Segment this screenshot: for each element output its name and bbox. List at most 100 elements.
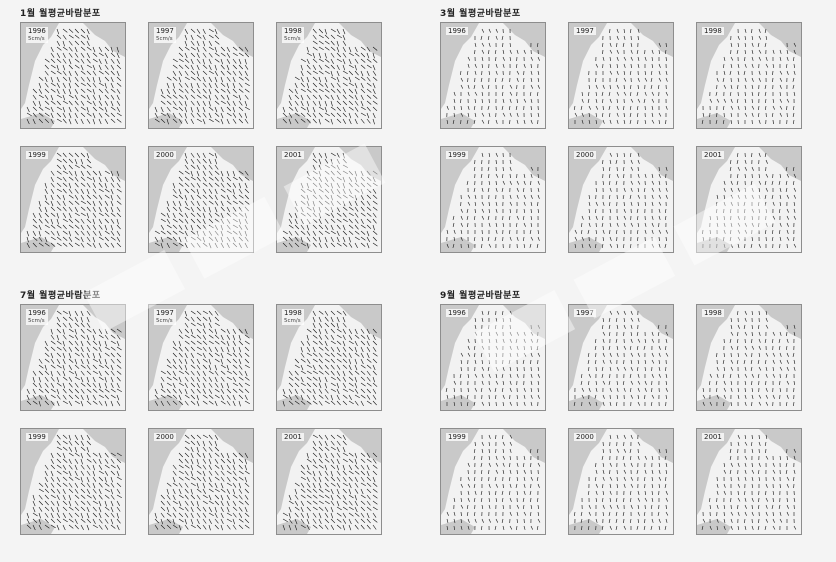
land-southwest [569,113,603,128]
land-west [697,23,735,109]
wind-vectors [282,28,378,125]
wind-vectors [445,310,541,407]
land-northeast [503,429,545,463]
year-label: 1997 [574,27,596,35]
land-southwest [441,395,475,410]
land-southwest [569,395,603,410]
year-label: 2001 [282,151,304,159]
vector-map-panel: 1998 5cm/s [276,22,382,129]
land-southwest [697,237,731,252]
vector-map-panel: 1997 [568,22,674,129]
land-northeast [83,147,125,181]
wind-vectors [446,152,540,249]
land-west [21,147,59,233]
vector-map-panel: 1996 [440,304,546,411]
vector-map-panel: 2001 [276,428,382,535]
land-northeast [759,23,801,57]
group-title: 9월 월평균바람분포 [440,291,521,301]
wind-vectors [701,28,797,125]
land-northeast [339,429,381,463]
wind-vector-map [441,147,545,252]
land-west [277,23,315,109]
land-west [277,147,315,233]
wind-vectors [574,434,669,531]
group-title: 1월 월평균바람분포 [20,9,101,19]
vector-scale-label: 5cm/s [156,36,173,42]
wind-vector-map [569,147,673,252]
wind-vectors [154,28,250,125]
wind-vectors [154,152,250,249]
year-label: 1999 [26,433,48,441]
wind-vector-map [569,23,673,128]
wind-vector-map [21,429,125,534]
wind-vectors [26,434,122,531]
wind-vector-map [277,429,381,534]
year-label: 2000 [574,433,596,441]
wind-vector-map [697,429,801,534]
vector-map-panel: 2000 [568,428,674,535]
land-west [697,305,735,391]
vector-map-panel: 2001 [696,146,802,253]
land-west [277,429,315,515]
year-label: 2000 [574,151,596,159]
land-west [441,429,479,515]
land-southwest [441,519,475,534]
vector-map-panel: 1998 [696,304,802,411]
land-northeast [503,147,545,181]
land-southwest [441,237,475,252]
wind-vector-map [697,305,801,410]
group-title: 3월 월평균바람분포 [440,9,521,19]
wind-vectors [702,152,797,249]
land-west [697,147,735,233]
land-west [697,429,735,515]
vector-map-panel: 1999 [20,146,126,253]
vector-map-panel: 2000 [568,146,674,253]
year-label: 1999 [26,151,48,159]
year-label: 1997 5cm/s [154,309,176,325]
land-northeast [759,429,801,463]
year-label: 1996 [446,309,468,317]
year-label: 1998 [702,309,724,317]
land-southwest [277,519,311,534]
wind-vectors [701,434,797,531]
wind-vector-map [697,147,801,252]
wind-vector-map [21,147,125,252]
land-west [569,429,607,515]
land-west [149,147,187,233]
land-southwest [21,519,55,534]
year-label: 1996 5cm/s [26,27,48,43]
year-label: 1996 [446,27,468,35]
year-label: 1996 5cm/s [26,309,48,325]
land-northeast [83,23,125,57]
year-label: 1997 [574,309,596,317]
year-label: 1998 [702,27,724,35]
wind-vectors [702,310,796,407]
land-west [441,305,479,391]
land-southwest [149,395,183,410]
wind-vector-map [149,147,253,252]
land-southwest [277,113,311,128]
wind-vectors [154,434,250,531]
wind-vector-map [277,23,381,128]
vector-map-panel: 1998 5cm/s [276,304,382,411]
land-west [277,305,315,391]
land-northeast [759,147,801,181]
vector-scale-label: 5cm/s [156,318,173,324]
wind-vectors [574,152,668,249]
wind-vectors [282,434,378,531]
land-northeast [83,305,125,339]
vector-map-panel: 1996 5cm/s [20,22,126,129]
vector-map-panel: 1997 [568,304,674,411]
wind-vectors [154,310,250,407]
land-southwest [697,395,731,410]
land-northeast [211,23,253,57]
wind-vector-map [277,147,381,252]
vector-map-panel: 2001 [276,146,382,253]
vector-map-panel: 2001 [696,428,802,535]
year-label: 2000 [154,433,176,441]
vector-map-panel: 1996 5cm/s [20,304,126,411]
land-west [21,429,59,515]
land-northeast [503,305,545,339]
land-northeast [631,147,673,181]
land-southwest [149,519,183,534]
